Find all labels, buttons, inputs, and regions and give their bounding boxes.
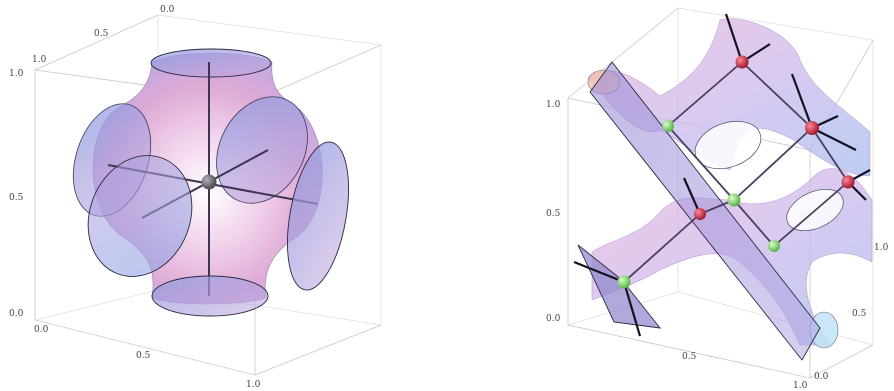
tick-label: 0.0 — [160, 5, 175, 15]
green-node — [727, 193, 741, 207]
green-node — [662, 120, 674, 132]
tick-label: 1.0 — [874, 243, 889, 253]
tick-label: 0.0 — [814, 372, 829, 382]
disc-front-left — [87, 155, 193, 277]
disc-front-right — [287, 141, 349, 291]
disc-top — [150, 48, 272, 78]
edge-stub — [790, 73, 814, 129]
disc-bottom — [151, 275, 269, 317]
right-ticks-right: 0.0 0.5 1.0 — [814, 243, 889, 382]
edge — [811, 127, 849, 183]
edge-stub — [573, 260, 625, 284]
left-ticks-left: 1.0 0.5 0.0 — [9, 69, 24, 319]
edge-stub — [682, 177, 702, 215]
surface-sheet-upper — [587, 18, 871, 177]
green-node — [768, 240, 780, 252]
right-ticks-bottom: 0.5 1.0 — [682, 352, 808, 391]
tick-label: 1.0 — [32, 55, 47, 65]
tick-label: 0.5 — [9, 193, 24, 203]
left-ticks-bottom: 0.0 0.5 1.0 — [34, 325, 261, 390]
edge — [733, 199, 775, 247]
tick-label: 1.0 — [9, 69, 24, 79]
tick-label: 0.0 — [34, 325, 49, 335]
tick-label: 0.5 — [682, 352, 697, 362]
tick-label: 0.5 — [136, 351, 151, 361]
disc-back-right — [216, 96, 308, 204]
tick-label: 0.0 — [546, 314, 561, 324]
edge — [623, 213, 701, 283]
tick-label: 1.0 — [546, 100, 561, 110]
edge — [773, 181, 849, 247]
edge — [667, 125, 735, 201]
network-edges — [623, 61, 849, 283]
tick-label: 0.5 — [852, 309, 867, 319]
tick-label: 1.0 — [793, 381, 808, 391]
tick-label: 0.0 — [9, 309, 24, 319]
right-plot: 1.0 0.5 0.0 0.5 1.0 0.0 0.5 1.0 — [546, 7, 889, 391]
edge — [733, 127, 813, 201]
right-ticks-left: 1.0 0.5 0.0 — [546, 100, 561, 324]
edge — [741, 61, 813, 129]
red-node — [805, 121, 819, 135]
edge-stub — [622, 281, 642, 337]
cutting-plane-edge — [577, 244, 662, 329]
edge-stub — [724, 13, 744, 63]
tick-label: 1.0 — [246, 380, 261, 390]
red-node — [735, 55, 749, 69]
green-node — [617, 275, 631, 289]
center-node — [201, 174, 217, 190]
red-node — [694, 208, 706, 220]
tick-label: 0.5 — [94, 29, 109, 39]
left-ticks-top: 0.0 0.5 1.0 — [32, 5, 175, 65]
red-node — [841, 175, 855, 189]
network-nodes — [617, 55, 855, 289]
edge-stub — [811, 127, 857, 151]
tick-label: 0.5 — [546, 209, 561, 219]
edge — [667, 61, 743, 127]
left-plot: 0.0 0.5 1.0 1.0 0.5 0.0 0.0 0.5 1.0 — [9, 5, 382, 390]
